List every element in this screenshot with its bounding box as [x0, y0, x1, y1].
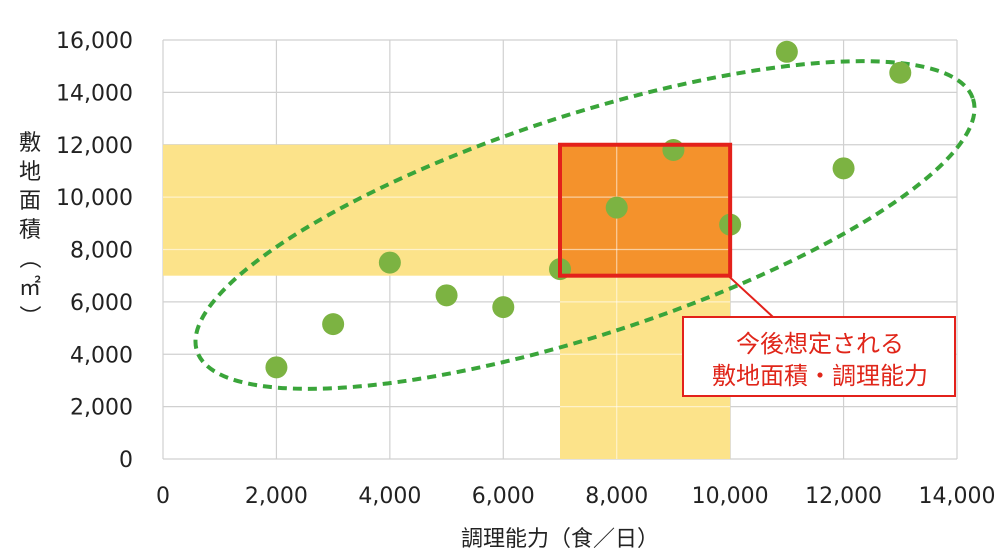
y-tick-labels: 0 2,000 4,000 6,000 8,000 10,000 12,000 14,000 1… [56, 29, 133, 473]
y-tick-label: 6,000 [70, 291, 133, 316]
data-point-12 [889, 61, 912, 84]
y-axis-title-char: （ [16, 247, 41, 269]
y-tick-label: 14,000 [56, 81, 133, 106]
x-tick-labels: 0 2,000 4,000 6,000 8,000 10,000 12,000 14,000 [156, 484, 995, 509]
y-axis-title-char: 地 [19, 160, 41, 185]
data-point-8 [662, 138, 685, 161]
x-tick-label: 10,000 [692, 484, 769, 509]
data-point-1 [265, 356, 288, 379]
x-tick-label: 2,000 [245, 484, 308, 509]
y-axis-title-char: 積 [19, 218, 41, 243]
callout-line-1: 今後想定される [736, 330, 904, 358]
y-axis-title-char: 敷 [19, 131, 41, 156]
y-tick-label: 12,000 [56, 134, 133, 159]
y-tick-label: 0 [119, 448, 133, 473]
y-tick-label: 8,000 [70, 239, 133, 264]
data-points [265, 40, 912, 379]
x-tick-label: 4,000 [358, 484, 421, 509]
x-tick-label: 14,000 [919, 484, 996, 509]
y-tick-label: 4,000 [70, 343, 133, 368]
callout-line-2: 敷地面積・調理能力 [712, 362, 928, 390]
data-point-2 [322, 313, 345, 336]
data-point-5 [492, 296, 515, 319]
data-point-10 [775, 40, 798, 63]
highlight-bands [163, 144, 731, 459]
callout-connector [727, 274, 774, 318]
y-tick-label: 2,000 [70, 396, 133, 421]
x-tick-label: 0 [156, 484, 170, 509]
trend-ellipse-group [193, 59, 977, 391]
data-point-4 [435, 284, 458, 307]
callout-group: 今後想定される 敷地面積・調理能力 [682, 316, 956, 397]
highlight-box-group [558, 142, 774, 318]
data-point-7 [605, 196, 628, 219]
highlight-fill [560, 144, 731, 276]
trend-ellipse [193, 59, 977, 391]
data-point-11 [832, 157, 855, 180]
y-range-band [163, 144, 560, 276]
data-point-3 [378, 251, 401, 274]
x-tick-label: 8,000 [585, 484, 648, 509]
y-axis-title-char: ） [16, 305, 41, 327]
y-tick-label: 10,000 [56, 186, 133, 211]
highlight-box [558, 142, 733, 278]
callout-box [682, 316, 956, 397]
y-axis-title-char: 面 [19, 189, 41, 214]
x-tick-label: 12,000 [805, 484, 882, 509]
x-tick-label: 6,000 [472, 484, 535, 509]
y-tick-label: 16,000 [56, 29, 133, 54]
y-axis-title-char: ㎡ [19, 275, 41, 301]
x-axis-title: 調理能力（食／日） [461, 527, 659, 552]
y-axis-title: 敷地面積 （ ㎡ ） [16, 131, 41, 327]
